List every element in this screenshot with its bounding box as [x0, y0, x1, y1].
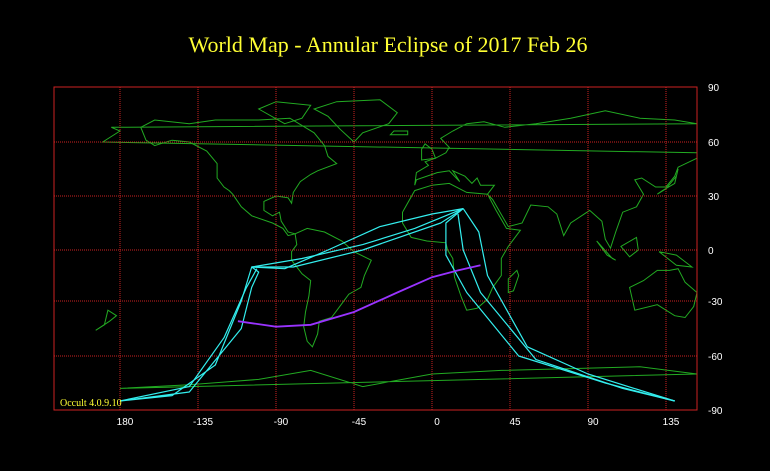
map-frame — [53, 86, 698, 411]
y-tick-label: -60 — [708, 352, 723, 363]
y-tick-label: -90 — [708, 406, 723, 417]
eclipse-limit-line — [457, 213, 675, 402]
coastline-outline — [140, 117, 338, 237]
software-credit: Occult 4.0.9.10 — [60, 398, 122, 409]
x-tick-label: 90 — [587, 417, 599, 428]
y-tick-label: 0 — [708, 246, 714, 257]
coastline-outline — [507, 269, 520, 294]
y-tick-label: 90 — [708, 83, 720, 94]
x-tick-label: 180 — [117, 417, 134, 428]
graticule-grid — [54, 86, 697, 411]
eclipse-limit-line — [251, 208, 464, 270]
y-tick-label: 60 — [708, 138, 720, 149]
y-tick-label: -30 — [708, 297, 723, 308]
eclipse-limit-line — [251, 208, 464, 268]
coastline-outline — [402, 182, 522, 311]
coastline-outline — [101, 110, 698, 250]
eclipse-path-layer — [119, 208, 675, 402]
x-tick-label: 45 — [509, 417, 521, 428]
coastline-outline — [257, 101, 312, 125]
coastline-outline — [421, 143, 437, 161]
eclipse-limit-line — [119, 268, 258, 402]
coastline-outline — [312, 99, 399, 143]
x-tick-label: -135 — [193, 417, 213, 428]
coastline-outline — [658, 251, 694, 268]
coastline-outline — [629, 268, 698, 319]
coastline-layer — [95, 99, 698, 389]
coastline-outline — [596, 240, 616, 261]
coastline-outline — [657, 168, 679, 195]
x-tick-label: -45 — [352, 417, 367, 428]
x-tick-label: 135 — [663, 417, 680, 428]
coastline-outline — [95, 309, 118, 331]
map-title: World Map - Annular Eclipse of 2017 Feb … — [188, 32, 587, 57]
x-tick-label: -90 — [274, 417, 289, 428]
eclipse-limit-line — [251, 208, 464, 268]
coastline-outline — [291, 227, 372, 348]
coastline-outline — [389, 130, 409, 136]
y-tick-label: 30 — [708, 192, 720, 203]
tick-labels: 180 -135 -90 -45 0 45 90 135 90 60 30 0 -30 -60 -90 — [117, 83, 723, 428]
eclipse-limit-line — [462, 208, 675, 402]
x-tick-label: 0 — [434, 417, 440, 428]
coastline-outline — [620, 236, 639, 258]
central-line — [237, 264, 481, 328]
